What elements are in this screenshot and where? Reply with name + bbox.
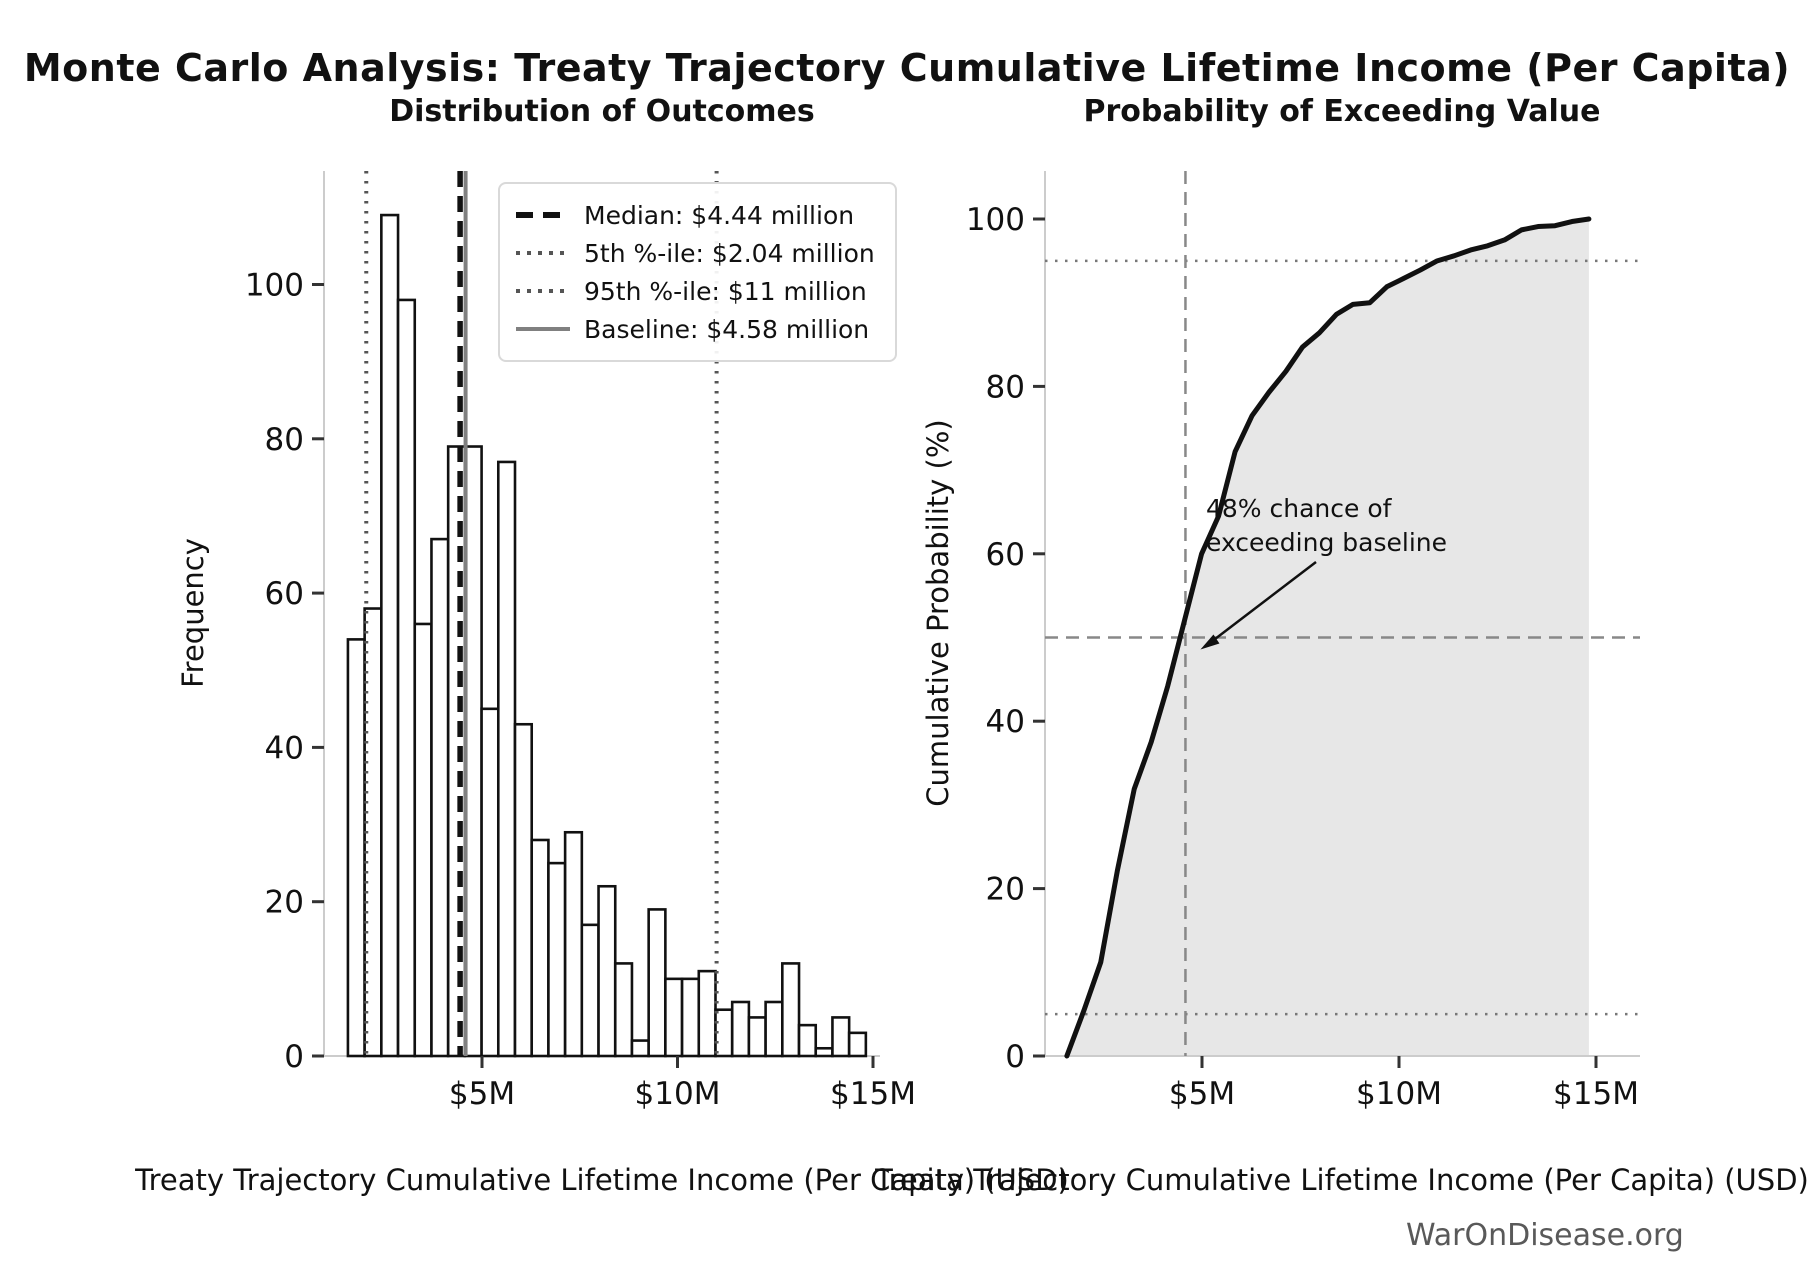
legend-dotted-line-sample <box>516 251 570 255</box>
watermark: WarOnDisease.org <box>1406 1218 1684 1253</box>
figure-title: Monte Carlo Analysis: Treaty Trajectory … <box>23 46 1791 90</box>
histogram-bar <box>747 1016 767 1058</box>
cdf-xlabel: Treaty Trajectory Cumulative Lifetime In… <box>875 1163 1809 1197</box>
x-tick-label: $5M <box>1169 1076 1235 1112</box>
y-tick-label: 60 <box>265 576 304 612</box>
legend-label: 95th %-ile: $11 million <box>584 276 867 306</box>
histogram-xlabel: Treaty Trajectory Cumulative Lifetime In… <box>135 1163 1069 1197</box>
y-tick-label: 80 <box>986 369 1025 405</box>
histogram-bar <box>380 213 400 1058</box>
histogram-bar <box>346 638 366 1058</box>
histogram-ylabel: Frequency <box>176 538 210 688</box>
histogram-bar <box>797 1023 818 1058</box>
legend-entry: Baseline: $4.58 million <box>516 310 875 348</box>
histogram-bar <box>814 1046 834 1058</box>
histogram-bar <box>597 884 617 1058</box>
legend-dotted-line-sample <box>516 289 570 293</box>
legend-dashed-line-sample <box>516 212 570 218</box>
y-tick-label: 20 <box>265 885 304 921</box>
y-tick-label: 40 <box>265 730 304 766</box>
legend-label: 5th %-ile: $2.04 million <box>584 238 875 268</box>
legend-entry: 5th %-ile: $2.04 million <box>516 234 875 272</box>
x-tick-label: $15M <box>830 1076 916 1112</box>
y-tick-label: 20 <box>986 872 1025 908</box>
histogram-bar <box>664 977 684 1058</box>
histogram-bar <box>647 908 667 1058</box>
legend-label: Median: $4.44 million <box>584 200 855 230</box>
legend-entry: Median: $4.44 million <box>516 196 875 234</box>
legend-entry: 95th %-ile: $11 million <box>516 272 875 310</box>
histogram-title: Distribution of Outcomes <box>389 94 815 129</box>
histogram-bar <box>430 537 450 1058</box>
histogram-bar <box>781 962 801 1058</box>
y-tick-label: 40 <box>986 704 1025 740</box>
histogram-bar <box>730 1000 751 1058</box>
legend-label: Baseline: $4.58 million <box>584 314 870 344</box>
x-tick-label: $5M <box>449 1076 515 1112</box>
histogram-bar <box>480 707 500 1058</box>
cdf-ylabel: Cumulative Probability (%) <box>921 419 955 807</box>
histogram-bar <box>580 923 600 1058</box>
y-tick-label: 0 <box>1005 1039 1025 1075</box>
histogram-bar <box>563 830 584 1058</box>
cdf-title: Probability of Exceeding Value <box>1083 94 1601 129</box>
histogram-bar <box>613 962 634 1058</box>
histogram-bar <box>530 838 550 1058</box>
histogram-bar <box>547 861 567 1058</box>
histogram-bar <box>764 1000 784 1058</box>
y-tick-label: 100 <box>966 202 1025 238</box>
x-tick-label: $15M <box>1553 1076 1639 1112</box>
histogram-bar <box>680 977 701 1058</box>
y-tick-label: 80 <box>265 422 304 458</box>
histogram-bar <box>513 722 534 1058</box>
annotation-text: 48% chance of exceeding baseline <box>1206 494 1447 557</box>
y-tick-label: 60 <box>986 537 1025 573</box>
histogram-bar <box>831 1016 851 1058</box>
y-tick-label: 0 <box>284 1039 304 1075</box>
histogram-bar <box>496 460 517 1058</box>
histogram-bar <box>847 1031 868 1058</box>
histogram-bar <box>630 1039 650 1058</box>
cdf-curve <box>1064 216 1592 1059</box>
histogram-bar <box>413 622 433 1058</box>
annotation-arrowhead <box>1200 634 1220 650</box>
x-tick-label: $10M <box>635 1076 721 1112</box>
annotation-arrow <box>1209 561 1317 644</box>
y-tick-label: 100 <box>245 268 304 304</box>
x-tick-label: $10M <box>1356 1076 1442 1112</box>
legend: Median: $4.44 million 5th %-ile: $2.04 mi… <box>498 182 897 362</box>
histogram-bar <box>396 298 417 1058</box>
histogram-bar <box>697 969 717 1058</box>
legend-solid-line-sample <box>516 327 570 331</box>
